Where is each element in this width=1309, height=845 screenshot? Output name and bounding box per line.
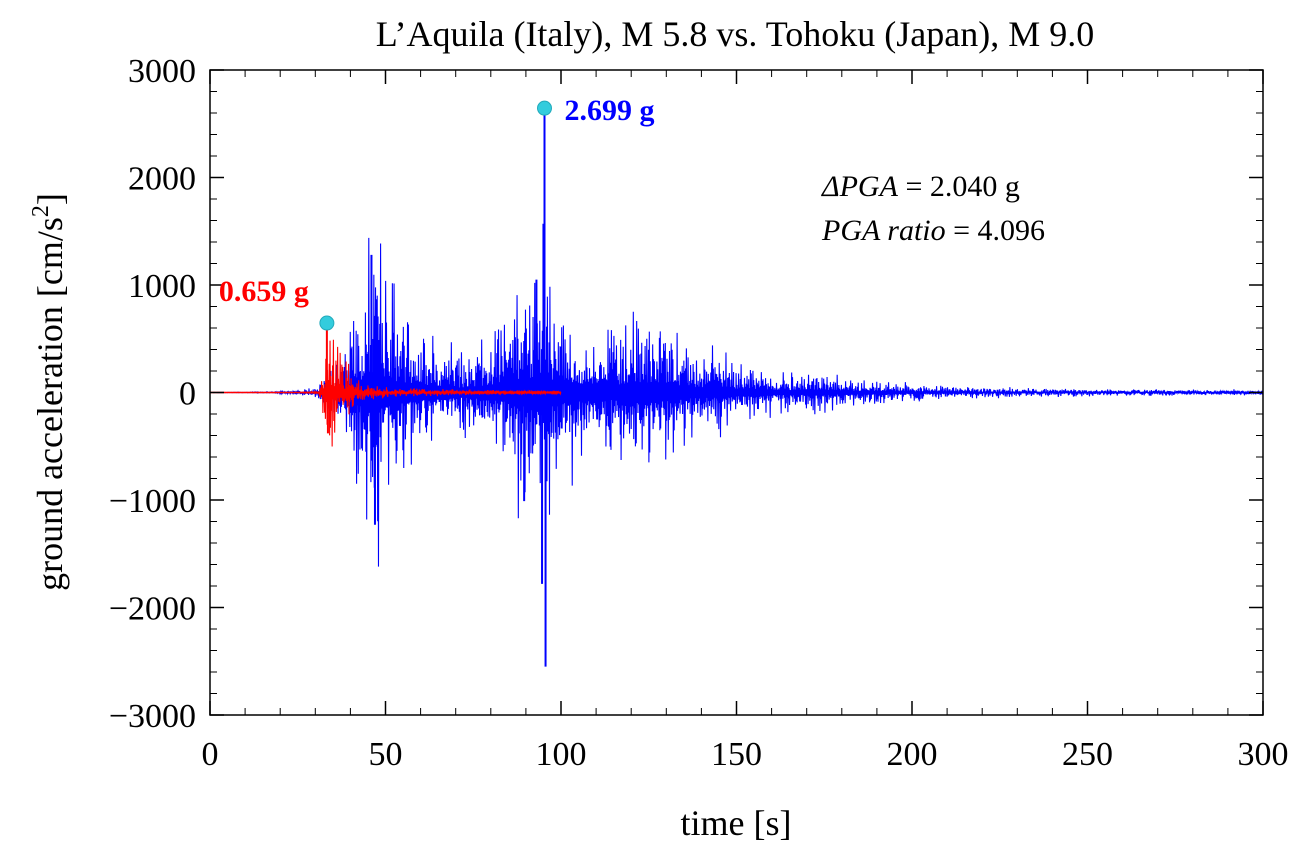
series-layer xyxy=(210,108,1263,667)
x-tick-label: 200 xyxy=(887,736,938,773)
ticks-layer: 0 50 100 150 200 250 300 −3000 −2000 −1000 0 1000 20… xyxy=(109,53,1289,773)
delta-pga-name: ΔPGA xyxy=(821,170,899,203)
y-tick-label: −2000 xyxy=(109,591,196,628)
y-tick-label: 2000 xyxy=(128,161,196,198)
y-tick-label: −1000 xyxy=(109,483,196,520)
y-tick-label: 1000 xyxy=(128,268,196,305)
peak-label: 2.699 g xyxy=(565,94,655,127)
y-axis-title-close: ] xyxy=(30,193,70,205)
y-tick-label: 0 xyxy=(179,376,196,413)
chart-title: L’Aquila (Italy), M 5.8 vs. Tohoku (Japa… xyxy=(376,14,1094,54)
y-axis-title-main: ground acceleration [cm/s xyxy=(30,217,70,591)
series-tohoku-trace xyxy=(210,237,1263,567)
peak-label: 0.659 g xyxy=(219,275,309,308)
x-tick-label: 250 xyxy=(1062,736,1113,773)
x-axis-title: time [s] xyxy=(681,803,792,843)
delta-pga-value: = 2.040 g xyxy=(898,170,1020,203)
x-tick-label: 50 xyxy=(369,736,403,773)
pga-ratio-name: PGA ratio xyxy=(821,214,946,247)
markers-layer: 0.659 g 2.699 g xyxy=(219,94,655,331)
y-axis-title: ground acceleration [cm/s2] xyxy=(28,193,70,591)
peak-marker xyxy=(537,100,553,116)
delta-pga-annotation: ΔPGA = 2.040 g xyxy=(821,170,1020,203)
x-tick-label: 0 xyxy=(202,736,219,773)
x-tick-label: 100 xyxy=(536,736,587,773)
peak-marker xyxy=(319,315,335,331)
pga-ratio-annotation: PGA ratio = 4.096 xyxy=(821,214,1045,247)
x-tick-label: 150 xyxy=(711,736,762,773)
y-tick-label: 3000 xyxy=(128,53,196,90)
pga-ratio-value: = 4.096 xyxy=(946,214,1045,247)
y-tick-label: −3000 xyxy=(109,698,196,735)
y-axis-title-superscript: 2 xyxy=(28,205,54,217)
x-tick-label: 300 xyxy=(1238,736,1289,773)
